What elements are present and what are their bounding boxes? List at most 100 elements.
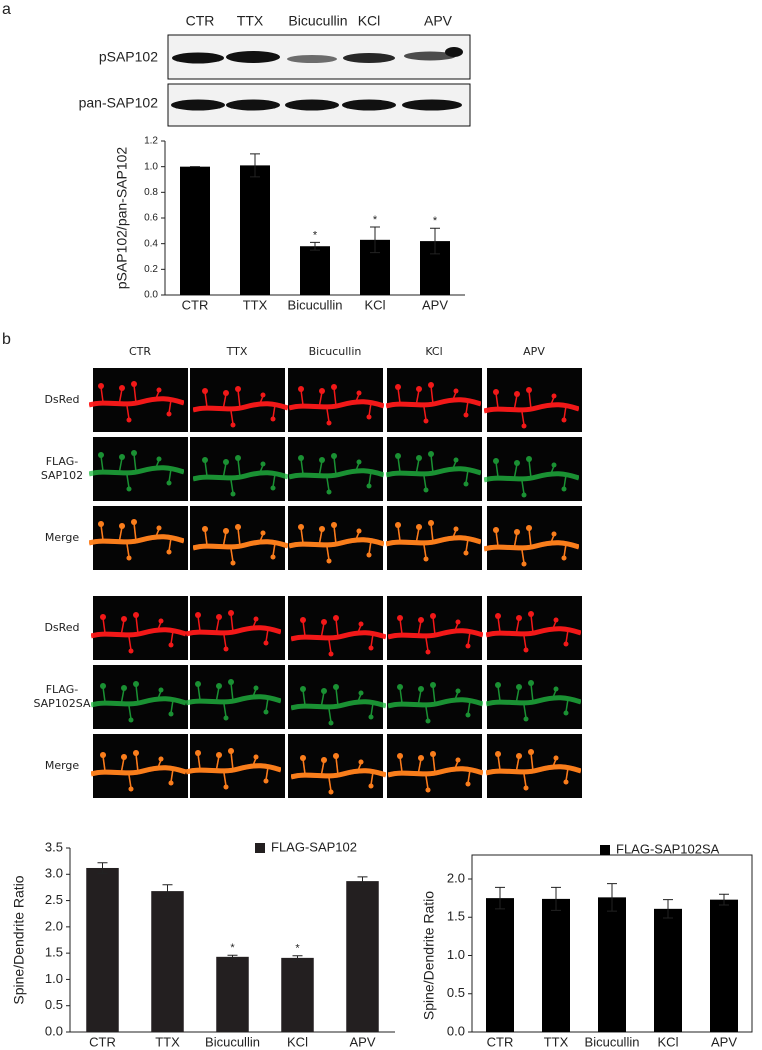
y-axis-label: pSAP102/pan-SAP102 xyxy=(114,147,130,290)
legend-label: FLAG-SAP102SA xyxy=(616,841,720,856)
error-bar xyxy=(551,886,561,911)
blot-row-label: pSAP102 xyxy=(99,49,158,65)
micrograph xyxy=(486,734,582,798)
micrograph xyxy=(91,734,188,798)
error-bar xyxy=(357,876,368,886)
band xyxy=(171,99,225,111)
y-tick-label: 2.0 xyxy=(45,918,63,933)
micrograph xyxy=(484,437,582,501)
lane-label: CTR xyxy=(186,13,215,29)
row-label: SAP102SA xyxy=(33,697,91,710)
micrograph xyxy=(386,437,482,501)
x-tick-label: APV xyxy=(422,297,448,312)
bar xyxy=(216,956,249,1032)
micrograph xyxy=(486,596,582,660)
y-tick-label: 0.0 xyxy=(45,1023,63,1038)
x-tick-label: TTX xyxy=(544,1034,569,1049)
y-tick-label: 1.0 xyxy=(447,947,465,962)
micrograph-background xyxy=(288,734,383,798)
micrograph-background xyxy=(190,506,285,570)
band xyxy=(226,99,280,111)
y-tick-label: 2.0 xyxy=(447,870,465,885)
micrograph-background xyxy=(288,665,383,729)
bar xyxy=(542,898,570,1032)
micrograph-background xyxy=(93,665,188,729)
row-label: FLAG- xyxy=(46,683,79,696)
micrograph xyxy=(386,368,482,432)
micrograph xyxy=(387,665,483,729)
column-label: APV xyxy=(523,345,545,358)
bar-chart: 0.0 0.2 0.4 0.6 0.8 1.0 1.2 pSAP102/pan-SAP102 C… xyxy=(114,136,465,312)
micrograph-grid: CTR TTX Bicucullin KCl APV DsRedFLAG-SAP… xyxy=(33,345,582,798)
row-label: Merge xyxy=(45,531,80,544)
band xyxy=(402,99,462,111)
x-tick-label: CTR xyxy=(487,1034,514,1049)
x-tick-label: Bicucullin xyxy=(585,1034,640,1049)
x-tick-label: CTR xyxy=(89,1034,116,1049)
band xyxy=(404,51,456,61)
error-bar xyxy=(97,862,108,874)
micrograph xyxy=(288,368,384,432)
micrograph xyxy=(186,665,285,729)
row-label: DsRed xyxy=(44,621,79,634)
bar xyxy=(710,899,738,1032)
micrograph-background xyxy=(487,506,582,570)
y-tick-label: 0.8 xyxy=(144,187,158,198)
micrograph xyxy=(186,596,285,660)
x-tick-label: TTX xyxy=(155,1034,180,1049)
y-tick-label: 3.0 xyxy=(45,866,63,881)
x-tick-label: KCl xyxy=(365,297,386,312)
band xyxy=(285,99,339,111)
significance-marker: * xyxy=(373,214,378,226)
column-label: KCl xyxy=(425,345,442,358)
error-bar xyxy=(663,899,673,919)
x-tick-label: Bicucullin xyxy=(205,1034,260,1049)
y-tick-label: 0.5 xyxy=(447,985,465,1000)
bar xyxy=(281,957,314,1032)
x-tick-label: CTR xyxy=(182,297,209,312)
error-bar xyxy=(370,226,380,254)
band xyxy=(226,51,280,63)
y-tick-label: 0.6 xyxy=(144,213,158,224)
panel-label: b xyxy=(2,331,11,348)
error-bar xyxy=(495,886,505,910)
x-tick-label: KCl xyxy=(658,1034,679,1049)
error-bar xyxy=(310,241,320,251)
micrograph-background xyxy=(93,596,188,660)
micrograph xyxy=(190,506,288,570)
micrograph xyxy=(186,734,285,798)
legend-swatch xyxy=(255,843,265,853)
y-tick-label: 1.2 xyxy=(144,136,158,147)
micrograph xyxy=(89,368,188,432)
band xyxy=(287,55,337,63)
micrograph xyxy=(91,665,188,729)
x-tick-label: APV xyxy=(349,1034,375,1049)
bar xyxy=(180,166,210,295)
micrograph-background xyxy=(190,437,285,501)
x-tick-label: KCl xyxy=(287,1034,308,1049)
micrograph xyxy=(288,437,384,501)
band xyxy=(342,99,396,111)
column-label: CTR xyxy=(129,345,151,358)
error-bar xyxy=(227,954,238,959)
row-label: DsRed xyxy=(44,393,79,406)
micrograph-background xyxy=(487,437,582,501)
micrograph xyxy=(386,506,482,570)
band xyxy=(172,52,224,64)
micrograph xyxy=(288,596,386,660)
micrograph xyxy=(486,665,582,729)
micrograph xyxy=(288,734,386,798)
row-label: FLAG- xyxy=(46,455,79,468)
significance-marker: * xyxy=(313,229,318,241)
x-tick-label: APV xyxy=(711,1034,737,1049)
band xyxy=(343,53,395,63)
error-bar xyxy=(162,884,173,898)
charts: 0.0 0.2 0.4 0.6 0.8 1.0 1.2 pSAP102/pan-SAP102 C… xyxy=(11,136,753,1049)
y-axis-label: Spine/Dendrite Ratio xyxy=(11,875,27,1004)
significance-marker: * xyxy=(433,215,438,227)
y-tick-label: 0.2 xyxy=(144,264,158,275)
y-tick-label: 0.5 xyxy=(45,997,63,1012)
error-bar xyxy=(292,955,303,961)
micrograph xyxy=(387,596,483,660)
x-tick-label: Bicucullin xyxy=(288,297,343,312)
